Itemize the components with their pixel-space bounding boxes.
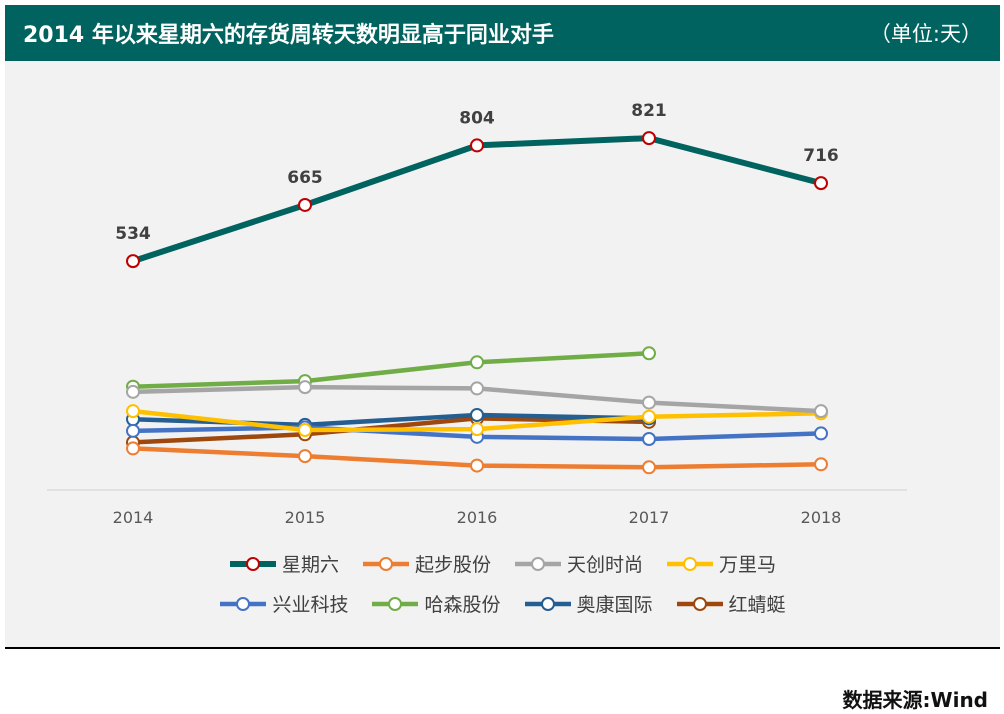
title-bar: 2014 年以来星期六的存货周转天数明显高于同业对手 （单位:天） (5, 5, 1000, 61)
legend-item: 万里马 (665, 550, 776, 577)
legend-item: 兴业科技 (218, 590, 348, 617)
legend-marker-icon (220, 596, 267, 611)
data-point (642, 131, 656, 146)
legend-marker-icon (676, 596, 723, 611)
data-label: 534 (115, 224, 151, 244)
series-line-5 (132, 351, 650, 389)
legend-item: 天创时尚 (513, 550, 643, 577)
legend-label: 红蜻蜓 (728, 594, 786, 616)
legend-item: 起步股份 (361, 550, 491, 577)
chart-title: 2014 年以来星期六的存货周转天数明显高于同业对手 (23, 23, 554, 48)
data-label: 716 (803, 146, 839, 166)
series-line-0 (132, 135, 822, 264)
data-point (814, 426, 828, 441)
data-point (814, 404, 828, 419)
x-tick-label: 2016 (457, 508, 498, 527)
legend-item: 星期六 (228, 550, 339, 577)
legend-label: 天创时尚 (567, 554, 644, 576)
data-point (298, 449, 312, 464)
data-point (126, 384, 140, 399)
legend-marker-icon (372, 596, 419, 611)
legend-marker-icon (667, 556, 714, 571)
legend-label: 起步股份 (414, 554, 491, 576)
x-tick-label: 2018 (801, 508, 842, 527)
legend-label: 奥康国际 (576, 594, 653, 616)
data-point (126, 423, 140, 438)
data-label: 665 (287, 168, 323, 188)
data-point (642, 460, 656, 475)
legend-label: 星期六 (281, 554, 339, 576)
data-point (298, 422, 312, 437)
legend-marker-icon (524, 596, 571, 611)
legend-marker-icon (229, 556, 276, 571)
data-point (126, 441, 140, 456)
data-point (642, 346, 656, 361)
chart-panel (5, 61, 1000, 647)
legend-row-1: 星期六 起步股份 天创时尚 万里马 (0, 550, 1004, 577)
data-point (470, 407, 484, 422)
legend-item: 哈森股份 (370, 590, 501, 617)
data-point (814, 176, 828, 191)
source-note: 数据来源:Wind (842, 688, 988, 712)
data-point (642, 395, 656, 410)
data-point (470, 355, 484, 370)
data-point (126, 254, 140, 269)
data-point (126, 404, 140, 419)
data-point (470, 458, 484, 473)
legend-row-2: 兴业科技 哈森股份 奥康国际 红蜻蜓 (0, 590, 1004, 617)
series-line-7 (132, 416, 650, 445)
unit-label: （单位:天） (869, 22, 982, 46)
legend-item: 奥康国际 (523, 590, 653, 617)
legend-item: 红蜻蜓 (675, 590, 786, 617)
data-point (298, 380, 312, 395)
x-tick-label: 2017 (629, 508, 670, 527)
data-label: 821 (631, 101, 667, 121)
data-point (642, 409, 656, 424)
line-chart: 2014 2015 2016 2017 2018 534 665 804 821 716 (47, 101, 907, 527)
legend-marker-icon (362, 556, 409, 571)
x-tick-label: 2015 (285, 508, 326, 527)
legend-label: 哈森股份 (424, 594, 501, 616)
data-point (470, 138, 484, 153)
divider (5, 647, 1000, 649)
data-point (298, 197, 312, 212)
data-point (470, 422, 484, 437)
legend-marker-icon (515, 556, 561, 571)
data-label: 804 (459, 108, 495, 128)
legend-label: 万里马 (719, 554, 777, 576)
legend-label: 兴业科技 (272, 594, 349, 616)
data-point (642, 431, 656, 446)
data-point (814, 457, 828, 472)
data-point (470, 381, 484, 396)
x-tick-label: 2014 (113, 508, 154, 527)
